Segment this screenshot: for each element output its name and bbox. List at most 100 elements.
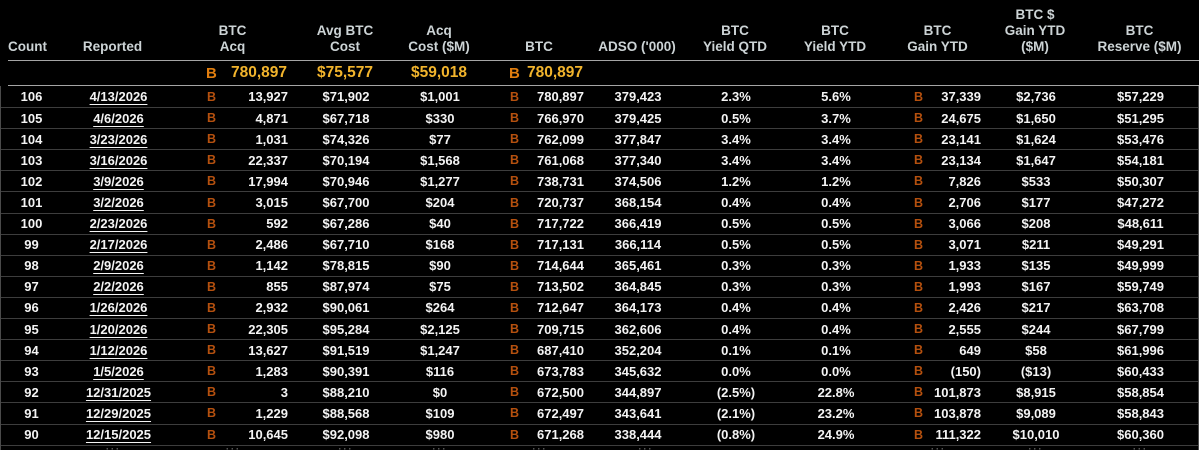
btc-yield-qtd-cell: (2.1%): [716, 405, 756, 421]
col-header-btc-reserve: BTC Reserve ($M): [1097, 23, 1182, 54]
table-row: 102 3/9/2026 B 17,994 $70,946 $1,277 B 7…: [1, 170, 1198, 191]
acq-cost-cell: $40: [429, 216, 451, 232]
acq-cost-cell: $1,247: [420, 342, 460, 358]
table-body: 106 4/13/2026 B 13,927 $71,902 $1,001 B …: [1, 86, 1198, 445]
btc-reserve-cell: $49,291: [1117, 237, 1164, 253]
btc-icon: B: [207, 174, 217, 189]
reported-date-link[interactable]: 1/26/2026: [89, 300, 148, 316]
btc-reserve-cell: $67,799: [1117, 321, 1164, 337]
btc-total-cell: B 717,722: [510, 216, 584, 232]
avg-btc-cost-cell: $71,902: [322, 89, 370, 105]
btc-icon: B: [510, 216, 520, 231]
btc-acq-cell: B 592: [207, 216, 288, 232]
adso-cell: 368,154: [614, 195, 662, 211]
btc-reserve-cell: $47,272: [1117, 195, 1164, 211]
reported-date-link[interactable]: 12/31/2025: [85, 384, 152, 400]
col-header-btc-gain-ytd: BTC Gain YTD: [907, 23, 968, 54]
table-row: 98 2/9/2026 B 1,142 $78,815 $90 B 714,64…: [1, 254, 1198, 276]
summary-btc-total-value: 780,897: [526, 64, 583, 81]
adso-cell: 362,606: [614, 321, 662, 337]
reported-date-link[interactable]: 4/6/2026: [93, 110, 144, 126]
btc-icon: B: [914, 279, 924, 294]
col-header-adso: ADSO ('000): [598, 39, 676, 54]
reported-date-link[interactable]: 2/9/2026: [93, 258, 144, 274]
summary-acq-cost: $59,018: [410, 64, 468, 81]
avg-btc-cost-cell: $67,710: [322, 237, 370, 253]
btc-yield-ytd-cell: 0.4%: [821, 300, 851, 316]
btc-gain-ytd-cell: B (150): [914, 363, 981, 379]
btc-usd-gain-ytd-cell: $58: [1025, 342, 1047, 358]
btc-icon: B: [207, 300, 217, 315]
reported-date-link[interactable]: 2/2/2026: [93, 279, 144, 295]
btc-total-cell: B 672,497: [510, 405, 584, 421]
btc-usd-gain-ytd-cell: ($13): [1020, 363, 1052, 379]
reported-date-link[interactable]: 2/23/2026: [89, 216, 148, 232]
btc-icon: B: [914, 406, 924, 421]
adso-cell: 365,461: [614, 258, 662, 274]
reported-date-link[interactable]: 1/20/2026: [89, 321, 148, 337]
reported-date-cell: 1/5/2026: [56, 361, 171, 381]
reported-date-link[interactable]: 1/12/2026: [89, 342, 148, 358]
avg-btc-cost-cell: $67,286: [322, 216, 370, 232]
table-row: 100 2/23/2026 B 592 $67,286 $40 B 717,72…: [1, 212, 1198, 234]
btc-acq-cell: B 1,283: [207, 363, 288, 379]
col-header-btc-acq: BTC Acq: [218, 23, 247, 54]
btc-reserve-cell: $49,999: [1117, 258, 1164, 274]
btc-icon: B: [207, 406, 217, 421]
reported-date-link[interactable]: 3/2/2026: [93, 195, 144, 211]
reported-date-link[interactable]: 12/15/2025: [85, 427, 152, 443]
reported-date-link[interactable]: 4/13/2026: [89, 89, 148, 105]
btc-total-cell: B 709,715: [510, 321, 584, 337]
reported-date-link[interactable]: 3/16/2026: [89, 152, 148, 168]
btc-yield-qtd-cell: 0.5%: [721, 237, 751, 253]
table-row: 96 1/26/2026 B 2,932 $90,061 $264 B 712,…: [1, 296, 1198, 318]
table-header-row: Count Reported BTC Acq Avg BTC Cost Acq …: [0, 0, 1199, 60]
count-cell: 105: [20, 110, 43, 126]
reported-date-link[interactable]: 3/9/2026: [93, 173, 144, 189]
reported-date-link[interactable]: 12/29/2025: [85, 405, 152, 421]
btc-reserve-cell: $48,611: [1117, 216, 1164, 232]
btc-usd-gain-ytd-cell: $135: [1021, 258, 1051, 274]
adso-cell: 345,632: [614, 363, 662, 379]
btc-icon: B: [914, 300, 924, 315]
btc-yield-ytd-cell: 0.5%: [821, 237, 851, 253]
count-cell: 94: [24, 342, 39, 358]
btc-yield-ytd-cell: 22.8%: [817, 384, 855, 400]
btc-reserve-cell: $59,749: [1117, 279, 1164, 295]
avg-btc-cost-cell: $87,974: [322, 279, 370, 295]
btc-icon: B: [914, 427, 924, 442]
reported-date-link[interactable]: 2/17/2026: [89, 237, 148, 253]
table-row: 99 2/17/2026 B 2,486 $67,710 $168 B 717,…: [1, 233, 1198, 255]
table-row: 92 12/31/2025 B 3 $88,210 $0 B 672,500 3…: [1, 381, 1198, 402]
reported-date-cell: 4/6/2026: [56, 108, 171, 128]
btc-icon: B: [914, 322, 924, 337]
btc-acq-cell: B 22,305: [207, 321, 288, 337]
btc-reserve-cell: $53,476: [1117, 131, 1164, 147]
btc-icon: B: [510, 153, 520, 168]
reported-date-cell: 3/9/2026: [56, 171, 171, 191]
btc-total-cell: B 712,647: [510, 300, 584, 316]
reported-date-link[interactable]: 1/5/2026: [93, 363, 144, 379]
btc-gain-ytd-cell: B 103,878: [914, 405, 981, 421]
count-cell: 97: [24, 279, 39, 295]
reported-date-link[interactable]: 3/23/2026: [89, 131, 148, 147]
btc-icon: B: [510, 174, 520, 189]
btc-total-cell: B 766,970: [510, 110, 584, 126]
btc-yield-qtd-cell: (0.8%): [716, 427, 756, 443]
btc-acq-cell: B 17,994: [207, 173, 288, 189]
count-cell: 101: [20, 195, 43, 211]
btc-acq-cell: B 855: [207, 279, 288, 295]
summary-reported-empty: [55, 61, 170, 85]
acq-cost-cell: $109: [425, 405, 455, 421]
btc-yield-qtd-cell: 1.2%: [721, 173, 751, 189]
reported-date-cell: 12/31/2025: [56, 382, 171, 402]
btc-icon: B: [207, 132, 217, 147]
reported-date-cell: 3/2/2026: [56, 192, 171, 212]
reported-date-cell: 2/17/2026: [56, 235, 171, 255]
adso-cell: 344,897: [614, 384, 662, 400]
header-divider: [8, 60, 1199, 61]
btc-gain-ytd-cell: B 37,339: [914, 89, 981, 105]
btc-gain-ytd-cell: B 7,826: [914, 173, 981, 189]
reported-date-cell: 2/2/2026: [56, 277, 171, 297]
btc-yield-ytd-cell: 0.3%: [821, 279, 851, 295]
